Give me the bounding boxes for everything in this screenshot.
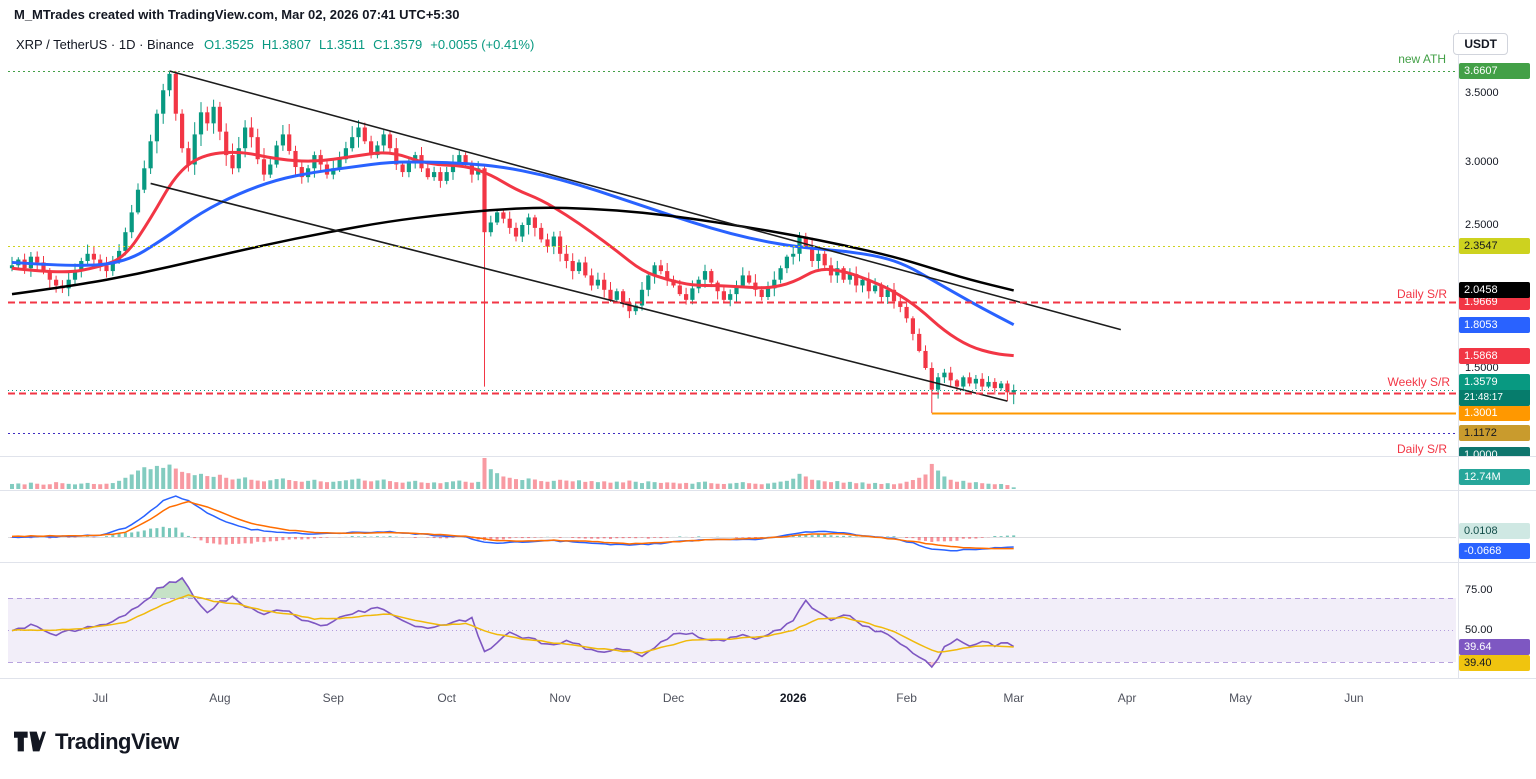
time-axis-label: Sep: [322, 691, 344, 705]
high-number: 1.3807: [271, 37, 312, 52]
macd-value-badge: -0.0668: [1459, 543, 1530, 560]
time-axis-label: Oct: [437, 691, 457, 705]
symbol-title[interactable]: XRP / TetherUS · 1D · Binance: [16, 37, 194, 52]
weekly-sr-annotation: Weekly S/R: [1387, 375, 1450, 389]
open-number: 1.3525: [214, 37, 254, 52]
time-axis-label: Jul: [92, 691, 108, 705]
volume-value-badge: 12.74M: [1459, 469, 1530, 485]
level-badge: 1.3001: [1459, 405, 1530, 421]
level-badge: 1.1172: [1459, 425, 1530, 441]
bar-countdown: 21:48:17: [1459, 390, 1530, 406]
time-axis-label: May: [1229, 691, 1252, 705]
high-value: H1.3807: [262, 37, 311, 52]
close-label: C: [373, 37, 383, 52]
currency-toggle-button[interactable]: USDT: [1453, 33, 1508, 55]
current-price-value: 1.3579: [1459, 374, 1530, 390]
time-axis-label: Nov: [549, 691, 571, 705]
tradingview-logo-text: TradingView: [55, 729, 179, 754]
ma-value-badge: 2.0458: [1459, 282, 1530, 299]
open-value: O1.3525: [204, 37, 254, 52]
time-axis-label: Dec: [662, 691, 685, 705]
time-axis-label: Mar: [1003, 691, 1025, 705]
high-label: H: [261, 37, 272, 52]
low-label: L: [319, 37, 327, 52]
change-value: +0.0055 (+0.41%): [430, 37, 535, 52]
time-axis-label: Apr: [1117, 691, 1137, 705]
low-number: 1.3511: [326, 37, 366, 52]
price-tick: 3.0000: [1465, 156, 1499, 168]
low-value: L1.3511: [319, 37, 365, 52]
time-axis-label: 2026: [779, 691, 807, 705]
price-tick: 3.5000: [1465, 87, 1499, 99]
level-badge: 2.3547: [1459, 237, 1530, 254]
ma-value-badge: 1.5868: [1459, 347, 1530, 364]
tradingview-logo[interactable]: TradingView: [14, 729, 179, 755]
tradingview-logo-icon: [14, 731, 46, 752]
daily-sr-lower-annotation: Daily S/R: [1396, 442, 1447, 456]
time-axis-label: Feb: [896, 691, 917, 705]
rsi-value-badge: 39.64: [1459, 638, 1530, 655]
rsi-tick: 75.00: [1465, 584, 1493, 596]
time-axis[interactable]: Jul Aug Sep Oct Nov Dec 2026 Feb Mar Apr May Jun: [0, 678, 1458, 714]
level-badge: 3.6607: [1459, 63, 1530, 79]
watermark-text: M_MTrades created with TradingView.com, …: [14, 7, 460, 22]
close-number: 1.3579: [382, 37, 423, 52]
rsi-tick: 50.00: [1465, 624, 1493, 636]
clipped-badge-wrap: 1.0000: [1458, 441, 1536, 456]
price-axis[interactable]: 3.5000 3.0000 2.5000 1.5000 3.6607 2.3547 1.96…: [1458, 30, 1536, 679]
daily-sr-upper-annotation: Daily S/R: [1396, 287, 1447, 301]
new-ath-annotation: new ATH: [1398, 52, 1446, 66]
rsi-value-badge: 39.40: [1459, 654, 1530, 671]
close-value: C1.3579: [373, 37, 422, 52]
time-axis-label: Jun: [1344, 691, 1364, 705]
current-price-badge: 1.3579 21:48:17: [1459, 374, 1530, 406]
macd-value-badge: 0.0108: [1459, 523, 1530, 540]
price-tick: 2.5000: [1465, 219, 1499, 231]
open-label: O: [204, 37, 215, 52]
clipped-level-badge: 1.0000: [1459, 447, 1530, 456]
ma-value-badge: 1.8053: [1459, 316, 1530, 333]
time-axis-label: Aug: [209, 691, 231, 705]
symbol-info-bar: XRP / TetherUS · 1D · Binance O1.3525 H1.3…: [16, 37, 534, 52]
price-tick: 1.5000: [1465, 362, 1499, 374]
